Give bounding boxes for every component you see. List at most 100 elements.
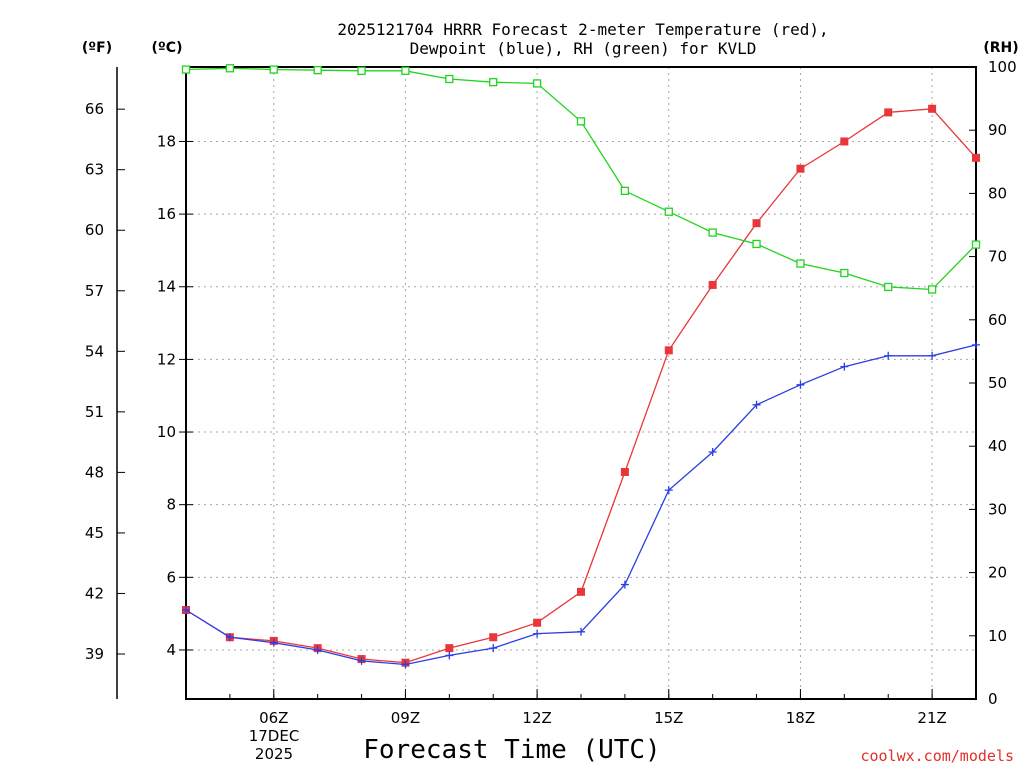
temperature-point — [972, 153, 980, 162]
rh-tick-label: 100 — [988, 58, 1017, 76]
series-line-temperature — [185, 108, 977, 664]
temperature-point — [928, 104, 937, 113]
gridlines — [186, 67, 976, 699]
temperature-point — [708, 280, 717, 289]
temperature-point — [752, 219, 761, 228]
x-tick-labels: 06Z 09Z 12Z 15Z 18Z 21Z — [259, 709, 947, 727]
dewpoint-point — [664, 486, 673, 495]
dewpoint-point — [489, 644, 498, 653]
rh-point — [225, 64, 235, 73]
dewpoint-point — [269, 638, 278, 647]
dewpoint-point — [840, 362, 849, 371]
celsius-tick-label: 4 — [166, 641, 176, 659]
dewpoint-point — [357, 656, 366, 665]
x-tick-label: 06Z — [259, 709, 288, 727]
series-line-dewpoint — [185, 344, 977, 666]
rh-tick-label: 50 — [988, 374, 1007, 392]
rh-tick-label: 20 — [988, 564, 1007, 582]
celsius-tick-label: 12 — [157, 350, 176, 368]
dewpoint-point — [577, 627, 585, 636]
rh-point — [576, 117, 586, 126]
rh-tick-label: 10 — [988, 627, 1007, 645]
rh-point — [927, 285, 937, 294]
fahrenheit-tick-label: 54 — [85, 342, 104, 360]
chart-title-line2: Dewpoint (blue), RH (green) for KVLD — [410, 39, 757, 58]
dewpoint-point — [708, 448, 717, 457]
rh-point — [313, 66, 322, 75]
rh-tick-label: 70 — [988, 248, 1007, 266]
celsius-tick-label: 18 — [157, 132, 176, 150]
rh-point — [884, 282, 893, 292]
x-tick-label: 09Z — [391, 709, 420, 727]
credit-text[interactable]: coolwx.com/models — [860, 747, 1014, 765]
rh-point — [269, 65, 278, 74]
fahrenheit-tick-label: 63 — [85, 161, 104, 179]
rh-point — [532, 79, 542, 88]
temperature-point — [489, 633, 498, 642]
rh-point — [620, 186, 630, 196]
fahrenheit-tick-label: 57 — [85, 282, 104, 300]
rh-tick-label: 0 — [988, 690, 998, 708]
plot-frame — [185, 66, 977, 700]
series-layer — [181, 64, 981, 669]
axes: 39 42 45 48 51 54 57 60 63 66 4 6 8 10 12 14 16 18 0 10 20 30… — [85, 58, 1017, 708]
series-temperature — [182, 104, 980, 667]
rh-point — [752, 239, 761, 249]
chart-title-line1: 2025121704 HRRR Forecast 2-meter Tempera… — [337, 20, 828, 39]
x-tick-label: 21Z — [917, 709, 946, 727]
rh-tick-label: 30 — [988, 500, 1007, 518]
celsius-tick-label: 8 — [166, 496, 176, 514]
temperature-point — [533, 618, 542, 627]
fahrenheit-tick-label: 66 — [85, 100, 104, 118]
rh-point — [971, 240, 981, 249]
series-rh — [181, 64, 981, 294]
x-tick-label: 12Z — [522, 709, 551, 727]
x-tick-label: 15Z — [654, 709, 683, 727]
rh-unit-label: (RH) — [983, 40, 1018, 56]
dewpoint-point — [313, 645, 322, 654]
temperature-point — [664, 346, 673, 355]
rh-point — [708, 228, 717, 237]
x-axis-label: Forecast Time (UTC) — [363, 735, 660, 765]
rh-point — [181, 65, 191, 74]
rh-point — [664, 207, 673, 216]
fahrenheit-tick-label: 51 — [85, 403, 104, 421]
dewpoint-point — [972, 340, 980, 349]
rh-point — [840, 268, 849, 278]
celsius-tick-label: 14 — [157, 278, 176, 296]
temperature-point — [884, 108, 893, 117]
celsius-tick-label: 6 — [166, 568, 176, 586]
dewpoint-point — [401, 660, 410, 669]
fahrenheit-tick-label: 60 — [85, 221, 104, 239]
fahrenheit-unit-label: (ºF) — [82, 40, 112, 56]
dewpoint-point — [620, 580, 629, 589]
rh-tick-label: 80 — [988, 184, 1007, 202]
fahrenheit-tick-label: 39 — [85, 645, 104, 663]
fahrenheit-tick-label: 42 — [85, 584, 104, 602]
rh-point — [357, 66, 366, 75]
celsius-unit-label: (ºC) — [152, 40, 183, 56]
date-label-year: 2025 — [255, 745, 293, 763]
temperature-point — [620, 467, 629, 476]
rh-point — [489, 78, 498, 87]
rh-point — [401, 66, 410, 75]
series-dewpoint — [182, 340, 980, 669]
temperature-point — [445, 644, 454, 653]
dewpoint-point — [928, 351, 937, 360]
x-tick-label: 18Z — [786, 709, 815, 727]
dewpoint-point — [796, 380, 805, 389]
rh-point — [445, 74, 454, 84]
fahrenheit-tick-label: 45 — [85, 524, 104, 542]
dewpoint-point — [752, 400, 761, 409]
dewpoint-point — [182, 606, 190, 615]
rh-point — [796, 259, 805, 268]
rh-tick-label: 60 — [988, 311, 1007, 329]
dewpoint-point — [445, 651, 454, 660]
date-label-day: 17DEC — [249, 727, 300, 745]
dewpoint-point — [533, 629, 542, 638]
temperature-point — [796, 164, 805, 173]
rh-tick-label: 40 — [988, 437, 1007, 455]
temperature-point — [840, 137, 849, 146]
temperature-point — [577, 587, 585, 596]
